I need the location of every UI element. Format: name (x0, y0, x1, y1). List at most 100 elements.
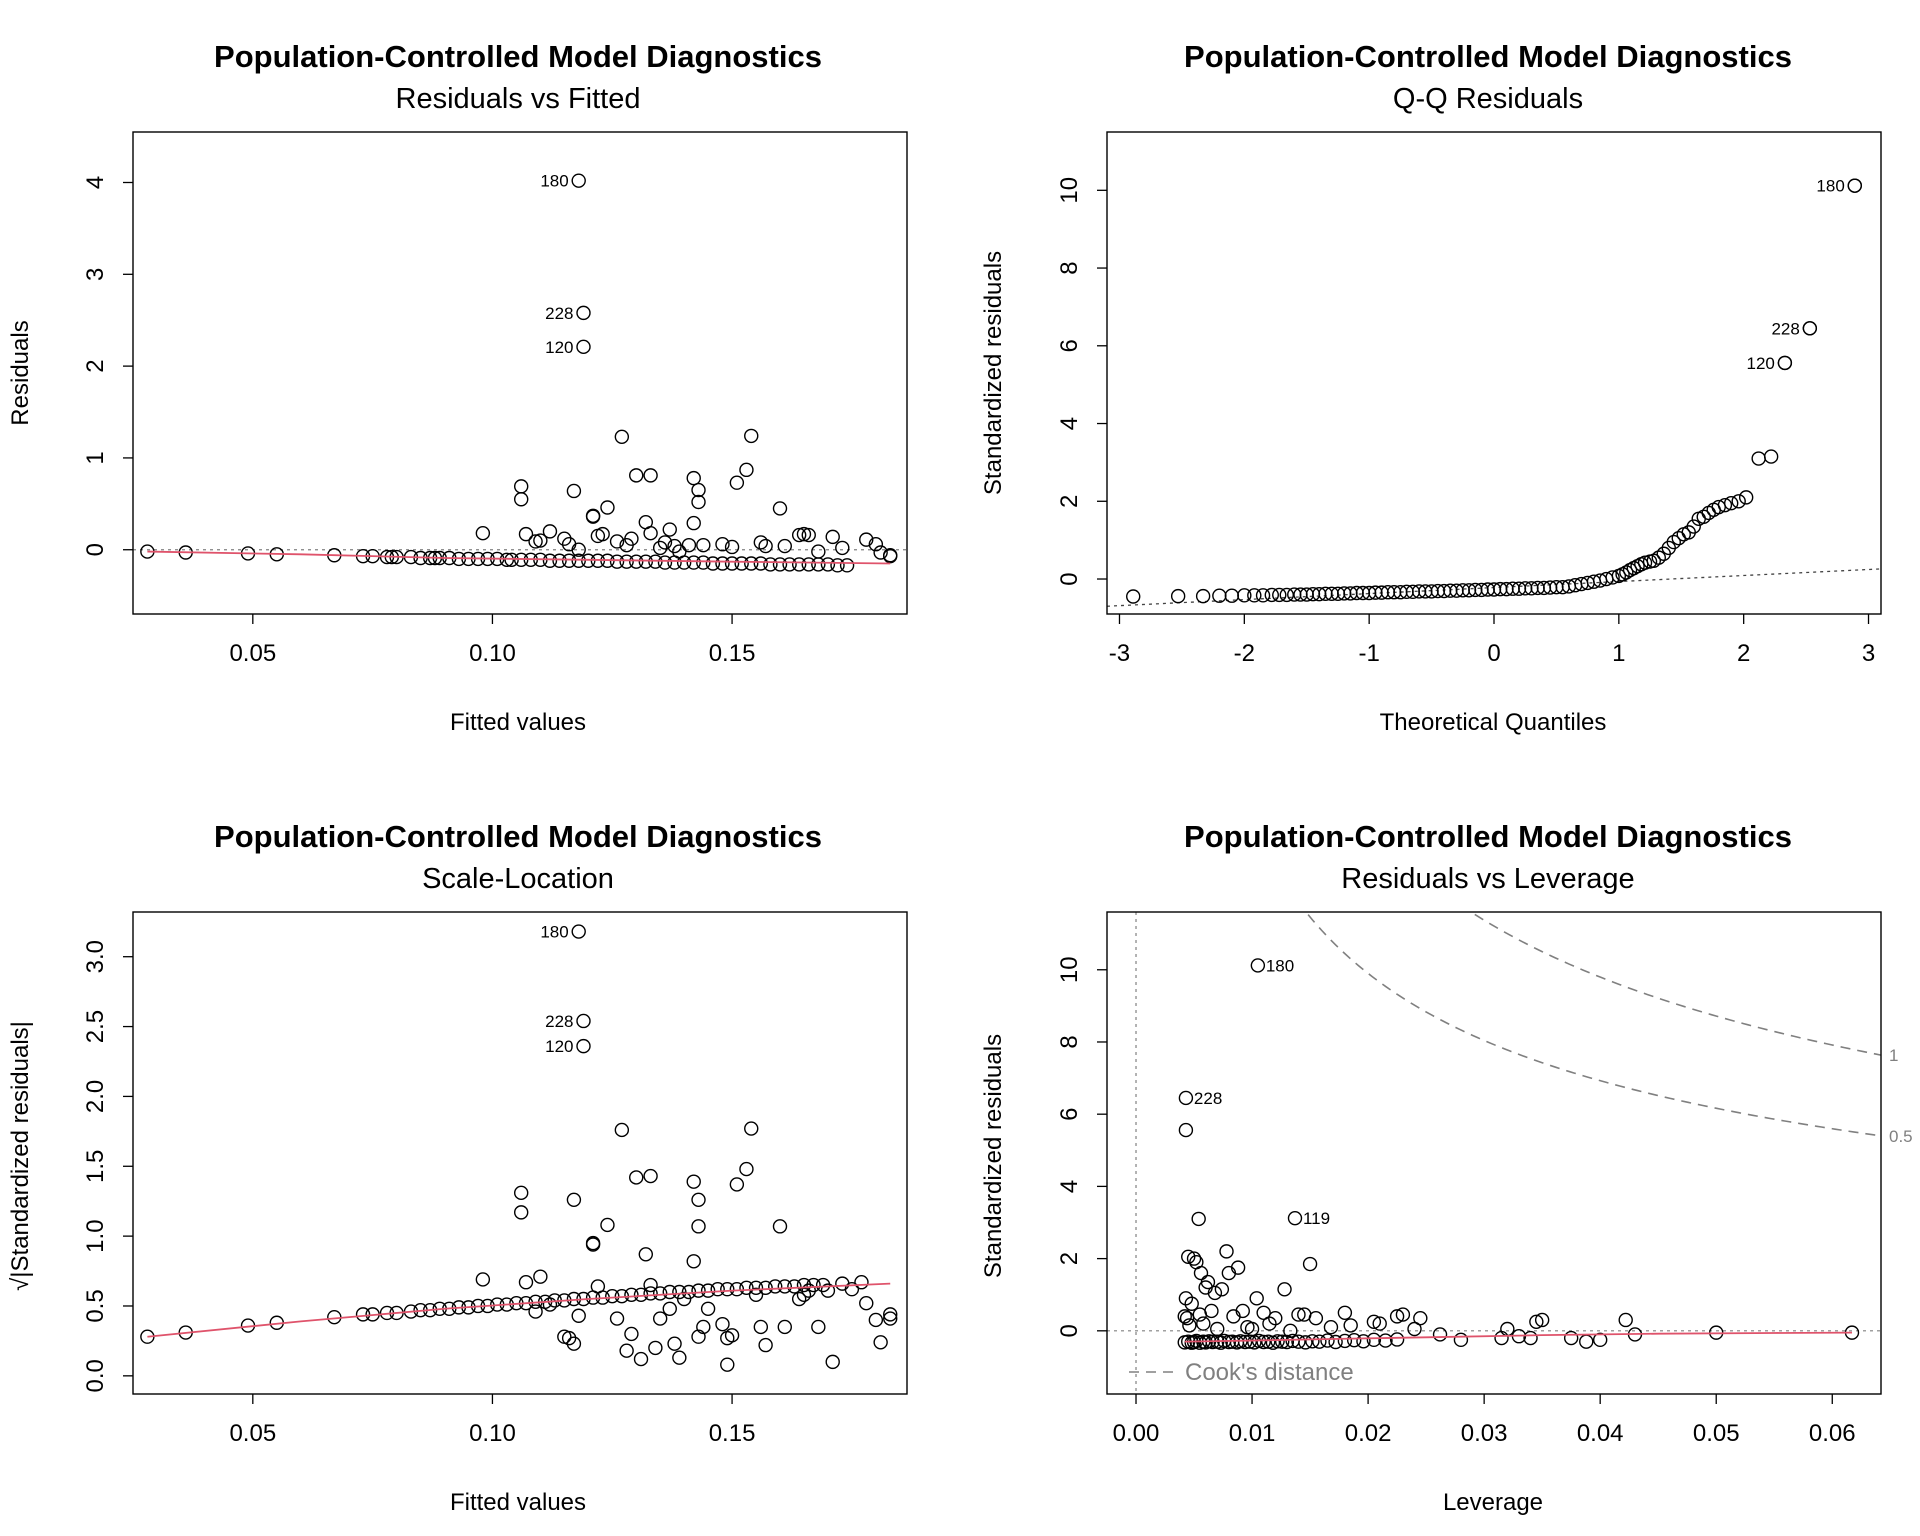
data-point (1237, 588, 1252, 603)
data-point (868, 537, 884, 552)
data-point (691, 494, 706, 510)
data-point (691, 482, 706, 498)
data-point (600, 500, 615, 515)
data-point (859, 532, 874, 547)
x-tick-label: 0.10 (469, 640, 516, 667)
x-tick-label: 0.03 (1461, 1420, 1508, 1447)
data-point (715, 537, 730, 552)
cooks-contour-label: 0.5 (1889, 1127, 1913, 1146)
data-point (825, 1354, 840, 1370)
y-tick-label: 2.5 (82, 1010, 109, 1043)
data-point (758, 1280, 773, 1296)
y-tick-label: 6 (1056, 339, 1083, 352)
data-point (513, 492, 529, 507)
data-point (528, 1304, 543, 1319)
data-point (1723, 496, 1739, 511)
data-point (1366, 1314, 1382, 1329)
data-point (533, 1269, 548, 1284)
data-point (811, 544, 826, 559)
data-point (609, 1311, 625, 1326)
data-point (1126, 589, 1141, 604)
data-point (585, 1237, 601, 1252)
data-point (686, 1174, 701, 1189)
data-point (1619, 565, 1634, 580)
data-point (791, 527, 807, 543)
data-point (748, 1280, 764, 1296)
y-tick-label: 2 (1056, 1252, 1083, 1265)
y-axis-label: √|Standardized residuals| (7, 1021, 34, 1291)
data-point (1378, 1333, 1393, 1348)
data-point (724, 556, 740, 571)
data-point (696, 555, 711, 570)
data-point (595, 526, 610, 542)
data-point (1196, 1316, 1211, 1331)
data-point (571, 173, 586, 188)
data-point (571, 1308, 586, 1323)
data-point (835, 540, 850, 556)
x-tick-label: 0.05 (1693, 1420, 1740, 1447)
x-tick-label: -1 (1358, 640, 1379, 667)
data-point (1256, 1334, 1271, 1350)
plot-frame (132, 911, 908, 1395)
x-axis-label: Theoretical Quantiles (1380, 709, 1607, 736)
data-point (1637, 555, 1653, 570)
data-point (552, 553, 567, 568)
data-point (643, 1168, 658, 1184)
data-point (691, 1283, 706, 1298)
data-point (533, 533, 548, 548)
data-point (1178, 1090, 1194, 1106)
point-label: 119 (1303, 1209, 1330, 1228)
data-point (609, 534, 625, 549)
point-label: 120 (545, 338, 573, 357)
plot-area (1107, 912, 1881, 1394)
data-point (859, 1295, 874, 1311)
data-point (1219, 1244, 1234, 1259)
panel-residuals-vs-fitted: Population-Controlled Model Diagnostics … (7, 39, 908, 736)
data-point (619, 1343, 634, 1358)
data-point (1356, 1334, 1371, 1349)
data-point (1738, 490, 1754, 505)
data-point (566, 1192, 582, 1208)
x-tick-label: 0.05 (229, 640, 276, 667)
plot-marks: 0.05 0.10 0.15 0.0 0.5 1.0 1.5 2.0 2.5 3.0 180 228 1… (82, 911, 908, 1447)
data-point (763, 557, 778, 572)
data-point (1666, 534, 1681, 550)
smoother-line (147, 550, 891, 565)
data-point (753, 556, 769, 571)
y-tick-label: 1.5 (82, 1150, 109, 1183)
data-point (1395, 1307, 1411, 1322)
y-axis-label: Standardized residuals (980, 1034, 1007, 1278)
data-point (772, 1219, 788, 1234)
data-point (868, 1312, 884, 1328)
data-point (542, 524, 558, 539)
data-point (1279, 587, 1294, 603)
data-point (667, 538, 682, 554)
data-point (614, 429, 630, 445)
y-tick-label: 1.0 (82, 1219, 109, 1252)
y-tick-label: 10 (1056, 956, 1083, 983)
panel-qq-residuals: Population-Controlled Model Diagnostics … (980, 39, 1882, 736)
data-point (1618, 1312, 1633, 1328)
data-point (1277, 1282, 1292, 1297)
data-point (758, 1337, 773, 1353)
data-point (782, 557, 797, 572)
data-point (1529, 1314, 1544, 1329)
y-tick-label: 0.0 (82, 1359, 109, 1392)
x-tick-label: 3 (1862, 640, 1875, 667)
data-point (1763, 449, 1779, 464)
data-point (1563, 1330, 1579, 1346)
y-tick-label: 6 (1056, 1108, 1083, 1121)
data-point (624, 1287, 639, 1303)
data-point (1291, 1307, 1306, 1322)
data-point (542, 1297, 558, 1312)
y-axis-label: Residuals (7, 320, 34, 425)
data-point (657, 555, 673, 570)
data-point (681, 537, 697, 553)
x-axis-label: Fitted values (450, 1489, 586, 1516)
data-point (710, 1282, 725, 1297)
y-tick-label: 2 (1056, 495, 1083, 508)
data-point (777, 1319, 792, 1335)
y-tick-label: 0 (82, 543, 109, 556)
panel-scale-location: Population-Controlled Model Diagnostics … (7, 819, 908, 1516)
